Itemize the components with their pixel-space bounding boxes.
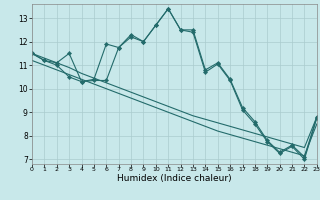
X-axis label: Humidex (Indice chaleur): Humidex (Indice chaleur) <box>117 174 232 183</box>
